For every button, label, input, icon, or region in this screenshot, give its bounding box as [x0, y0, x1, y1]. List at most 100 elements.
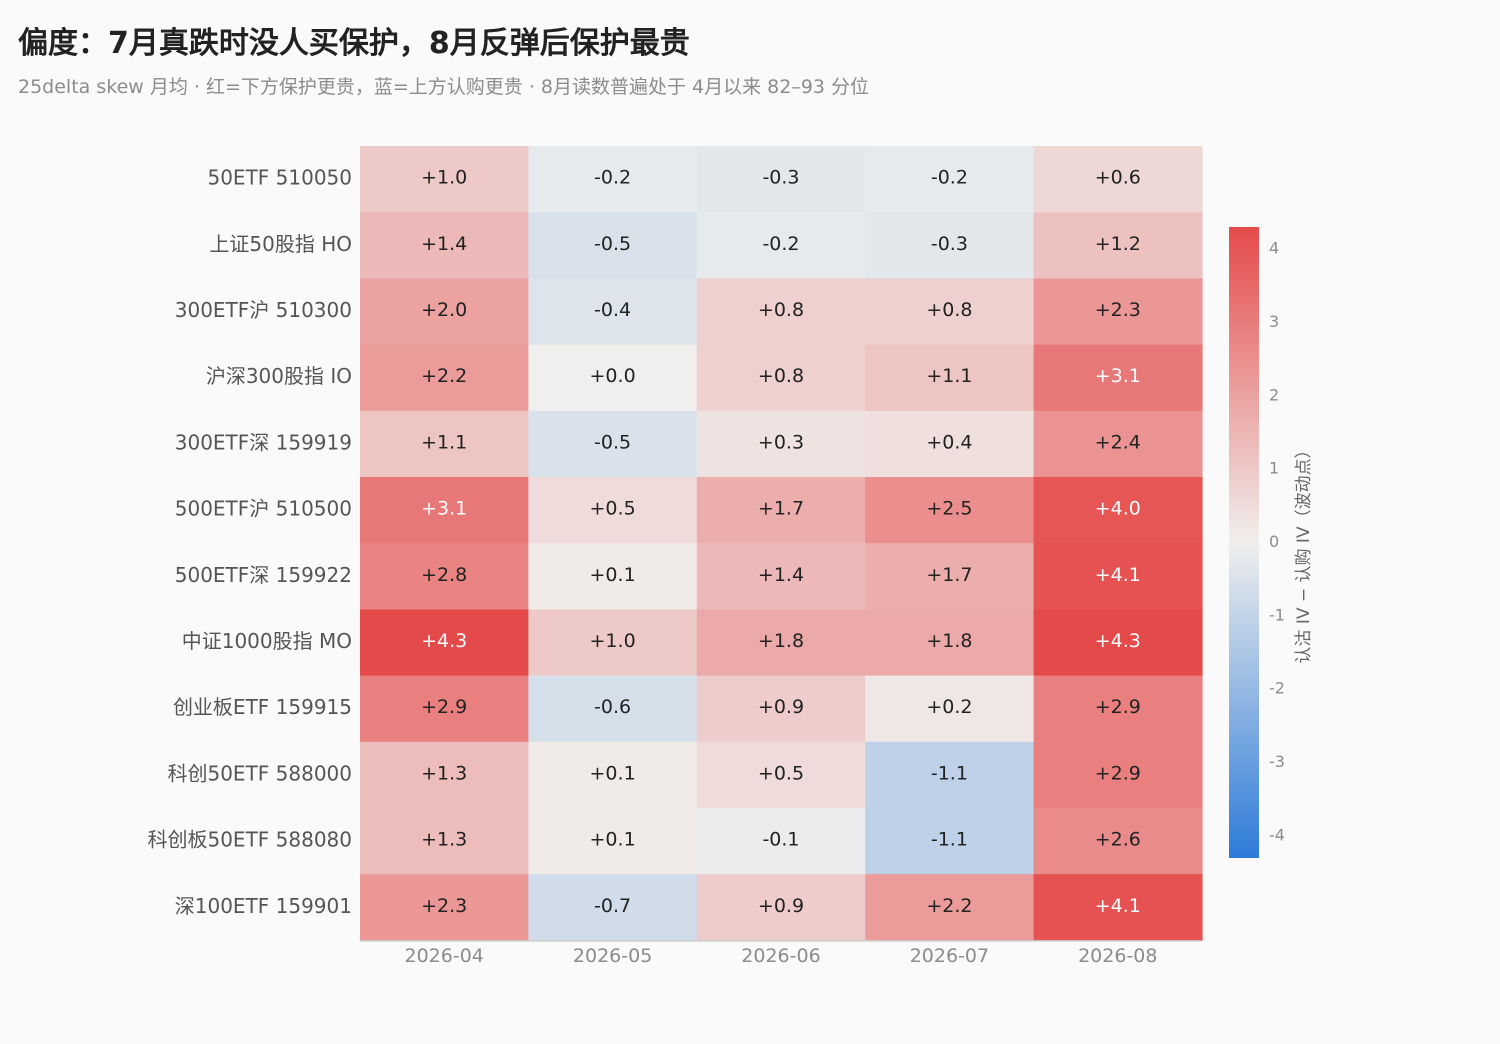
heatmap-cell-label: +2.2: [926, 895, 972, 917]
heatmap-cell: [360, 410, 529, 478]
colorbar: 4 3 2 1 0 -1 -2 -3 -4 认沽 IV − 认购 IV（波动点）: [1229, 227, 1314, 858]
heatmap-cell-label: +0.8: [926, 299, 972, 321]
heatmap-cell: [528, 543, 698, 610]
colorbar-tick-label: 0: [1269, 532, 1279, 551]
heatmap-cell-label: +1.0: [421, 167, 467, 189]
row-label: 300ETF深 159919: [175, 430, 352, 454]
heatmap-cell: [865, 146, 1035, 213]
heatmap-cell: [360, 609, 529, 677]
heatmap-cell-label: +2.3: [421, 895, 467, 917]
row-label: 科创50ETF 588000: [167, 761, 352, 785]
colorbar-gradient: [1229, 227, 1259, 858]
heatmap-cell-label: +1.8: [926, 630, 972, 652]
heatmap-cell: [528, 477, 698, 544]
heatmap-cell: [696, 146, 866, 213]
heatmap-cell: [696, 675, 866, 743]
heatmap-cell: [360, 808, 529, 875]
heatmap-cell-label: +3.1: [421, 498, 467, 520]
colorbar-tick-label: 3: [1269, 312, 1279, 331]
row-label: 深100ETF 159901: [175, 894, 352, 918]
heatmap-cell: [865, 410, 1035, 478]
heatmap-cell: [1033, 477, 1203, 544]
heatmap-cell-label: +2.8: [421, 564, 467, 586]
heatmap-cell: [696, 344, 866, 412]
heatmap-cell-label: +4.3: [421, 630, 467, 652]
heatmap-cell-label: +1.1: [421, 431, 467, 453]
heatmap-cell-label: -0.6: [594, 696, 631, 718]
heatmap-cell: [865, 212, 1035, 279]
colorbar-tick-label: 2: [1269, 385, 1279, 404]
row-label: 科创板50ETF 588080: [147, 828, 352, 852]
row-label: 中证1000股指 MO: [182, 629, 352, 653]
heatmap-cell-label: +0.8: [758, 299, 804, 321]
chart-title: 偏度：7月真跌时没人买保护，8月反弹后保护最贵: [18, 26, 690, 61]
row-label: 上证50股指 HO: [209, 232, 352, 256]
heatmap-cell: [865, 543, 1035, 610]
heatmap-cell-label: +1.8: [758, 630, 804, 652]
heatmap-cell-label: +1.3: [421, 762, 467, 784]
heatmap-cell: [1033, 808, 1203, 875]
heatmap-cell-labels: +1.0 -0.2 -0.3 -0.2 +0.6 +1.4 -0.5 -0.2 -0.3 +1.2…: [421, 167, 1141, 917]
heatmap-cell: [1033, 741, 1203, 809]
colorbar-ticks: 4 3 2 1 0 -1 -2 -3 -4: [1269, 239, 1285, 845]
heatmap-cell-label: -0.2: [931, 167, 968, 189]
row-label: 300ETF沪 510300: [175, 298, 352, 322]
heatmap-cell: [696, 410, 866, 478]
heatmap-cell: [360, 675, 529, 743]
heatmap-cell-label: +0.1: [590, 829, 636, 851]
heatmap-cell: [528, 808, 698, 875]
heatmap-cell-label: +2.9: [421, 696, 467, 718]
row-label: 沪深300股指 IO: [206, 364, 352, 388]
colorbar-tick-label: -3: [1269, 752, 1285, 771]
heatmap-cell-label: -0.3: [931, 233, 968, 255]
heatmap-cell: [696, 212, 866, 279]
heatmap-cell-label: -0.5: [594, 233, 631, 255]
heatmap-cell-label: +2.2: [421, 365, 467, 387]
heatmap-cells: [360, 146, 1203, 941]
heatmap-cell-label: +0.1: [590, 762, 636, 784]
row-label: 500ETF沪 510500: [175, 497, 352, 521]
column-label: 2026-06: [741, 945, 820, 967]
heatmap-cell: [528, 874, 698, 941]
row-label: 创业板ETF 159915: [173, 695, 352, 719]
heatmap-cell: [1033, 212, 1203, 279]
heatmap-cell: [865, 278, 1035, 346]
heatmap-cell-label: +0.3: [758, 431, 804, 453]
heatmap-cell: [360, 278, 529, 346]
heatmap-cell: [528, 741, 698, 809]
heatmap-cell: [865, 675, 1035, 743]
heatmap-cell-label: +0.9: [758, 696, 804, 718]
heatmap-cell-label: +2.9: [1095, 762, 1141, 784]
heatmap-cell: [528, 410, 698, 478]
heatmap-cell: [1033, 874, 1203, 941]
heatmap-cell-label: +4.1: [1095, 895, 1141, 917]
heatmap-cell: [865, 874, 1035, 941]
heatmap-cell-label: +0.5: [590, 498, 636, 520]
heatmap-cell-label: -0.4: [594, 299, 631, 321]
heatmap-cell-label: +2.5: [926, 498, 972, 520]
heatmap-cell-label: +2.4: [1095, 431, 1141, 453]
heatmap-cell-label: +2.3: [1095, 299, 1141, 321]
heatmap-cell-label: +4.1: [1095, 564, 1141, 586]
heatmap-cell-label: -1.1: [931, 762, 968, 784]
colorbar-title: 认沽 IV − 认购 IV（波动点）: [1294, 441, 1314, 663]
heatmap-cell-label: -0.7: [594, 895, 631, 917]
heatmap-cell-label: +1.4: [421, 233, 467, 255]
heatmap-cell: [528, 146, 698, 213]
heatmap-cell: [1033, 675, 1203, 743]
colorbar-tick-label: 4: [1269, 239, 1279, 258]
column-label: 2026-05: [573, 945, 652, 967]
column-labels: 2026-04 2026-05 2026-06 2026-07 2026-08: [405, 945, 1158, 967]
heatmap-cell: [528, 212, 698, 279]
heatmap-cell: [865, 344, 1035, 412]
chart-subtitle: 25delta skew 月均 · 红=下方保护更贵，蓝=上方认购更贵 · 8月…: [18, 76, 870, 98]
heatmap-cell-label: +1.1: [926, 365, 972, 387]
heatmap-cell-label: +1.4: [758, 564, 804, 586]
heatmap-cell-label: -0.3: [762, 167, 799, 189]
colorbar-tick-label: 1: [1269, 459, 1279, 478]
heatmap-cell-label: +3.1: [1095, 365, 1141, 387]
heatmap-cell-label: -0.2: [762, 233, 799, 255]
heatmap-cell-label: +0.4: [926, 431, 972, 453]
heatmap-cell-label: +1.2: [1095, 233, 1141, 255]
heatmap-cell: [865, 609, 1035, 677]
